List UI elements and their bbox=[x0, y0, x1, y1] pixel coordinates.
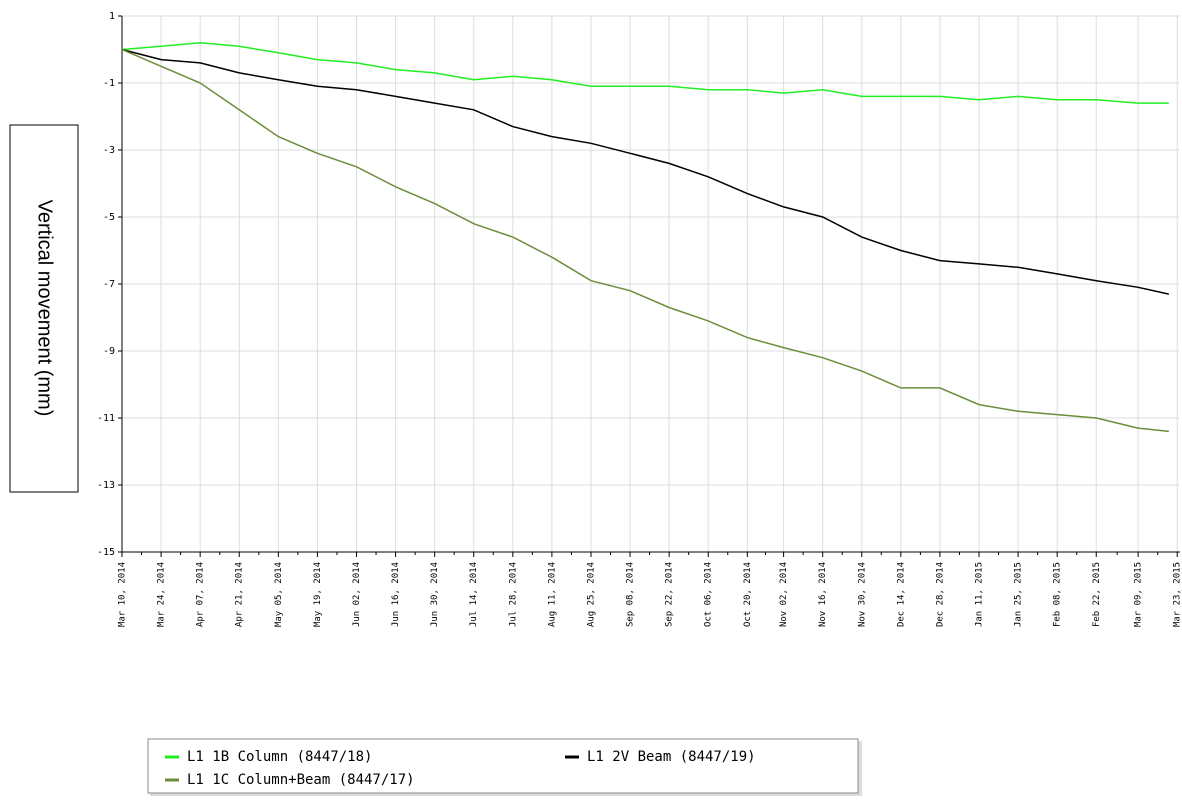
y-tick-label: 1 bbox=[109, 11, 115, 22]
x-tick-label: Jan 25, 2015 bbox=[1014, 562, 1024, 627]
x-tick-label: Jul 14, 2014 bbox=[469, 562, 479, 627]
x-tick-label: Aug 11, 2014 bbox=[547, 562, 557, 627]
legend-label: L1 2V Beam (8447/19) bbox=[587, 749, 756, 765]
series-line bbox=[121, 48, 1169, 433]
x-tick-label: Mar 09, 2015 bbox=[1134, 562, 1144, 627]
x-tick-label: May 05, 2014 bbox=[274, 562, 284, 627]
y-label-box bbox=[9, 124, 79, 493]
x-tick-label: Nov 16, 2014 bbox=[818, 562, 828, 627]
y-tick-label: -5 bbox=[103, 212, 115, 223]
x-tick-label: Apr 21, 2014 bbox=[235, 562, 245, 627]
series-line bbox=[121, 42, 1169, 104]
y-tick-label: -9 bbox=[103, 346, 115, 357]
x-tick-label: Jul 28, 2014 bbox=[508, 562, 518, 627]
x-tick-label: May 19, 2014 bbox=[313, 562, 323, 627]
x-tick-label: Jun 30, 2014 bbox=[430, 562, 440, 627]
x-tick-label: Nov 02, 2014 bbox=[779, 562, 789, 627]
x-tick-label: Oct 20, 2014 bbox=[743, 562, 753, 627]
legend-label: L1 1B Column (8447/18) bbox=[187, 749, 372, 765]
x-tick-label: Aug 25, 2014 bbox=[586, 562, 596, 627]
y-tick-label: -13 bbox=[97, 480, 115, 491]
y-tick-label: -7 bbox=[103, 279, 115, 290]
x-tick-label: Apr 07, 2014 bbox=[196, 562, 206, 627]
x-tick-label: Feb 08, 2015 bbox=[1053, 562, 1063, 627]
legend-label: L1 1C Column+Beam (8447/17) bbox=[187, 772, 415, 788]
x-tick-label: Feb 22, 2015 bbox=[1092, 562, 1102, 627]
x-tick-label: Jun 02, 2014 bbox=[352, 562, 362, 627]
x-tick-label: Jan 11, 2015 bbox=[975, 562, 985, 627]
y-tick-label: -11 bbox=[97, 413, 115, 424]
y-axis-label: Vertical movement (mm) bbox=[34, 200, 56, 417]
x-tick-label: Sep 22, 2014 bbox=[665, 562, 675, 627]
x-tick-label: Dec 14, 2014 bbox=[896, 562, 906, 627]
y-tick-label: -3 bbox=[103, 145, 115, 156]
legend bbox=[147, 738, 859, 794]
x-tick-label: Dec 28, 2014 bbox=[935, 562, 945, 627]
x-tick-label: Oct 06, 2014 bbox=[704, 562, 714, 627]
x-tick-label: Mar 10, 2014 bbox=[118, 562, 128, 627]
x-tick-label: Mar 23, 2015 bbox=[1173, 562, 1182, 627]
x-tick-label: Sep 08, 2014 bbox=[626, 562, 636, 627]
y-tick-label: -15 bbox=[97, 547, 115, 558]
x-tick-label: Mar 24, 2014 bbox=[157, 562, 167, 627]
series-line bbox=[121, 48, 1169, 295]
x-tick-label: Nov 30, 2014 bbox=[857, 562, 867, 627]
x-tick-label: Jun 16, 2014 bbox=[391, 562, 401, 627]
y-tick-label: -1 bbox=[103, 78, 115, 89]
